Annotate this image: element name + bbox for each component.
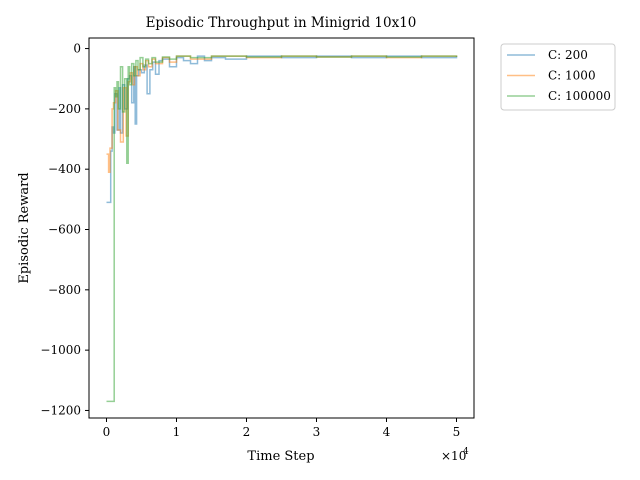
x-tick-label: 4 (383, 425, 391, 439)
y-tick-label: −400 (48, 162, 81, 176)
legend-box (500, 43, 616, 111)
x-multiplier: ×10 4 (441, 447, 469, 463)
y-tick-label: −200 (48, 102, 81, 116)
x-tick-label: 1 (173, 425, 181, 439)
x-axis-label: Time Step (247, 449, 314, 464)
series-line-3 (106, 55, 458, 403)
x-tick-label: 5 (453, 425, 461, 439)
y-axis-label: Episodic Reward (17, 172, 32, 283)
y-tick-label: −1000 (40, 343, 81, 357)
legend-label-1: C: 200 (548, 48, 588, 62)
y-tick-label: −800 (48, 283, 81, 297)
legend: C: 200 C: 1000 C: 100000 (500, 43, 616, 111)
series-line-1 (106, 55, 458, 204)
series-layer (106, 55, 458, 403)
x-multiplier-exponent: 4 (463, 447, 469, 457)
x-tick-label: 3 (313, 425, 321, 439)
plot-frame (88, 37, 475, 419)
y-tick-label: −600 (48, 223, 81, 237)
y-axis-ticks: 0 −200 −400 −600 −800 −1000 −1200 (40, 42, 89, 417)
x-multiplier-base: ×10 (441, 449, 466, 463)
x-tick-label: 2 (243, 425, 251, 439)
x-axis-ticks: 0 1 2 3 4 5 (103, 418, 461, 439)
legend-label-2: C: 1000 (548, 69, 596, 83)
chart-title: Episodic Throughput in Minigrid 10x10 (146, 15, 417, 31)
y-tick-label: −1200 (40, 403, 81, 417)
legend-label-3: C: 100000 (548, 89, 611, 103)
y-tick-label: 0 (73, 42, 81, 56)
x-tick-label: 0 (103, 425, 111, 439)
